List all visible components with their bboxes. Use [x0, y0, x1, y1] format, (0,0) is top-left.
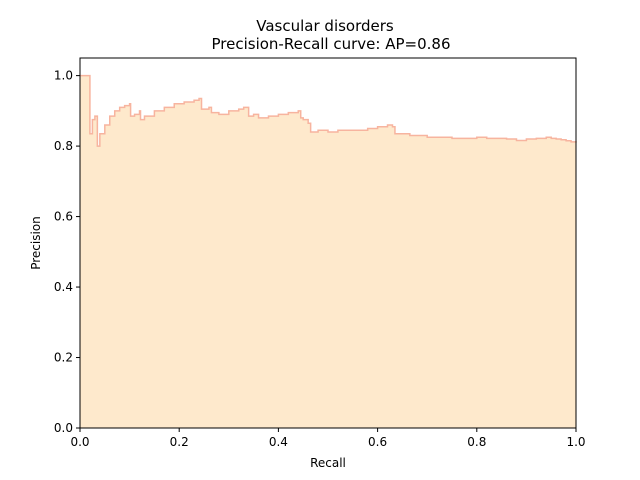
chart-title: Vascular disorders — [256, 17, 394, 35]
plot-area — [80, 74, 577, 428]
pr-curve-line — [80, 74, 577, 147]
y-tick-label: 0.2 — [54, 351, 73, 365]
x-tick-label: 0.0 — [70, 435, 89, 449]
x-tick-label: 0.6 — [368, 435, 387, 449]
y-tick-label: 0.8 — [54, 139, 73, 153]
x-tick-label: 0.8 — [467, 435, 486, 449]
y-tick-label: 0.6 — [54, 210, 73, 224]
y-axis-label: Precision — [29, 216, 43, 270]
pr-curve-area — [80, 75, 576, 428]
x-tick-label: 1.0 — [566, 435, 585, 449]
axes-frame — [79, 57, 577, 429]
x-axis-label: Recall — [310, 456, 346, 470]
x-axis-ticks: 0.0 0.2 0.4 0.6 0.8 1.0 — [70, 428, 586, 449]
y-tick-label: 0.4 — [54, 280, 73, 294]
chart-subtitle: Precision-Recall curve: AP=0.86 — [212, 35, 451, 53]
y-tick-label: 0.0 — [54, 421, 73, 435]
y-axis-ticks: 0.0 0.2 0.4 0.6 0.8 1.0 — [54, 69, 80, 435]
x-tick-label: 0.2 — [170, 435, 189, 449]
y-tick-label: 1.0 — [54, 69, 73, 83]
x-tick-label: 0.4 — [269, 435, 288, 449]
